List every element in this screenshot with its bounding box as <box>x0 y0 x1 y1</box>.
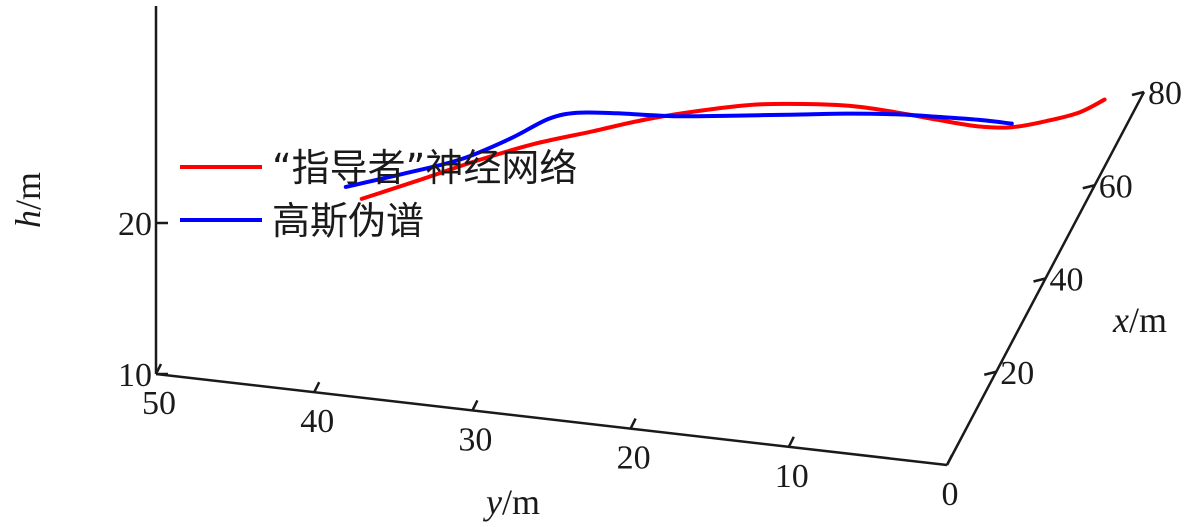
z-axis-label: h/m <box>8 172 48 228</box>
y-tick-0 <box>945 454 954 466</box>
x-tick-60 <box>1082 184 1096 190</box>
z-axis-unit: m <box>8 172 48 200</box>
axis-ticks <box>154 90 1145 466</box>
legend-label-series-2: 高斯伪谱 <box>272 199 424 243</box>
z-axis-var: h <box>8 210 48 228</box>
series-line-2 <box>343 110 1014 189</box>
x-axis-var: x <box>1112 300 1129 340</box>
x-tick-label-80: 80 <box>1148 75 1182 112</box>
y-axis-line <box>155 372 948 467</box>
series-lines <box>343 97 1107 201</box>
z-axis-sep: / <box>8 200 48 210</box>
y-axis-sep: / <box>502 482 512 522</box>
x-axis-sep: / <box>1129 300 1139 340</box>
series-line-1 <box>359 97 1107 201</box>
y-tick-label-30: 30 <box>458 421 492 458</box>
y-axis-var: y <box>483 482 502 522</box>
y-tick-label-10: 10 <box>775 458 809 495</box>
y-tick-label-40: 40 <box>300 403 334 440</box>
y-axis-unit: m <box>512 482 540 522</box>
y-tick-20 <box>629 418 637 430</box>
y-tick-label-20: 20 <box>617 440 651 477</box>
x-tick-20 <box>983 370 997 376</box>
y-tick-40 <box>313 381 321 393</box>
y-tick-30 <box>471 399 479 411</box>
x-tick-label-20: 20 <box>1000 355 1034 392</box>
y-tick-10 <box>787 436 795 448</box>
x-tick-label-60: 60 <box>1099 168 1133 205</box>
z-tick-label-10: 10 <box>118 357 152 394</box>
x-axis-unit: m <box>1139 300 1167 340</box>
legend: “指导者”神经网络 高斯伪谱 <box>180 146 577 243</box>
x-tick-80 <box>1131 90 1145 97</box>
legend-label-series-1: “指导者”神经网络 <box>272 146 577 190</box>
z-tick-label-20: 20 <box>118 206 152 243</box>
x-tick-label-40: 40 <box>1050 262 1084 299</box>
x-tick-40 <box>1033 277 1046 283</box>
y-tick-50 <box>154 363 163 375</box>
y-tick-label-0: 0 <box>942 476 959 513</box>
x-axis-label: x/m <box>1112 300 1167 340</box>
y-axis-label: y/m <box>483 482 540 522</box>
axis-tick-labels: 50 40 30 20 10 0 20 40 60 80 10 20 <box>118 75 1182 513</box>
y-tick-label-50: 50 <box>142 385 176 422</box>
